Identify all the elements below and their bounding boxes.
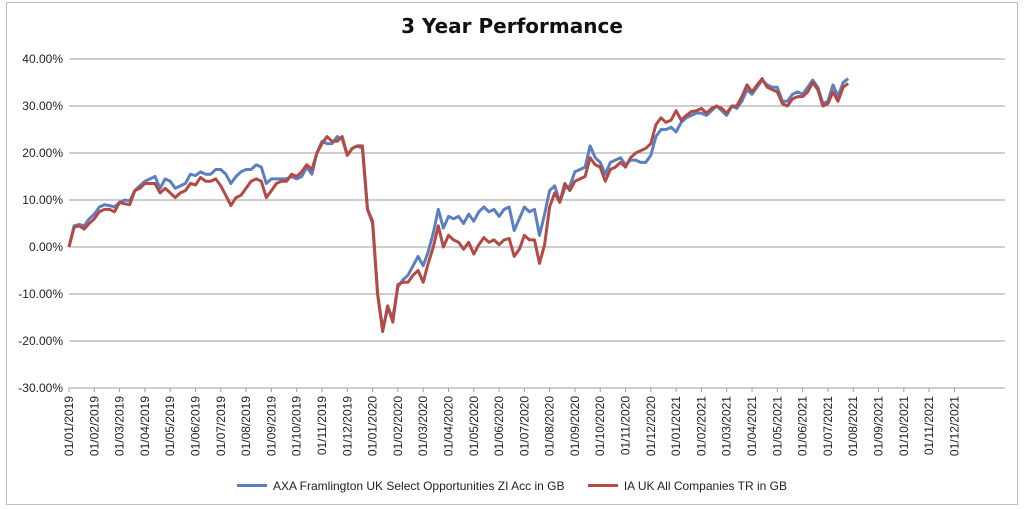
x-tick-label: 01/03/2021 (720, 396, 734, 456)
legend-label-axa: AXA Framlington UK Select Opportunities … (273, 478, 565, 493)
y-tick-label: 30.00% (22, 99, 63, 113)
x-tick-label: 01/07/2021 (821, 396, 835, 456)
x-tick-label: 01/08/2020 (543, 396, 557, 456)
y-tick-label: 20.00% (22, 146, 63, 160)
x-tick-label: 01/02/2019 (87, 396, 101, 456)
x-tick-label: 01/12/2021 (947, 396, 961, 456)
y-tick-label: 40.00% (22, 52, 63, 66)
x-axis-ticks: 01/01/2019 01/02/2019 01/03/2019 01/04/2019… (62, 388, 961, 456)
x-tick-label: 01/10/2020 (593, 396, 607, 456)
y-axis-ticks: 40.00% 30.00% 20.00% 10.00% 0.00% -10.00% -20.… (18, 52, 63, 395)
legend-swatch-axa (237, 484, 267, 487)
y-tick-label: 10.00% (22, 193, 63, 207)
x-tick-label: 01/04/2019 (138, 396, 152, 456)
series-line-axa (67, 77, 850, 331)
x-tick-label: 01/03/2019 (113, 396, 127, 456)
x-tick-label: 01/08/2021 (846, 396, 860, 456)
x-tick-label: 01/12/2020 (644, 396, 658, 456)
x-tick-label: 01/08/2019 (239, 396, 253, 456)
x-tick-label: 01/01/2021 (669, 396, 683, 456)
legend: AXA Framlington UK Select Opportunities … (0, 476, 1024, 493)
y-tick-label: -10.00% (18, 287, 63, 301)
x-tick-label: 01/11/2019 (315, 396, 329, 455)
legend-item-axa: AXA Framlington UK Select Opportunities … (237, 479, 564, 493)
series-line-ia (67, 77, 850, 334)
series-lines (67, 77, 850, 334)
x-tick-label: 01/11/2021 (922, 396, 936, 455)
x-tick-label: 01/05/2020 (467, 396, 481, 456)
x-tick-label: 01/01/2019 (62, 396, 76, 456)
x-tick-label: 01/07/2019 (214, 396, 228, 456)
x-tick-label: 01/02/2020 (391, 396, 405, 456)
x-tick-label: 01/05/2021 (770, 396, 784, 456)
x-tick-label: 01/06/2021 (796, 396, 810, 456)
y-tick-label: 0.00% (29, 240, 63, 254)
x-tick-label: 01/06/2019 (188, 396, 202, 456)
x-tick-label: 01/11/2020 (619, 396, 633, 455)
legend-swatch-ia (587, 484, 618, 487)
gridlines (69, 58, 1005, 389)
x-tick-label: 01/09/2020 (568, 396, 582, 456)
y-tick-label: -20.00% (18, 334, 63, 348)
x-tick-label: 01/10/2021 (897, 396, 911, 456)
x-tick-label: 01/02/2021 (694, 396, 708, 456)
chart-title: 3 Year Performance (401, 14, 623, 38)
x-tick-label: 01/12/2019 (340, 396, 354, 456)
x-tick-label: 01/10/2019 (290, 396, 304, 456)
legend-label-ia: IA UK All Companies TR in GB (623, 478, 787, 493)
x-tick-label: 01/05/2019 (163, 396, 177, 456)
x-tick-label: 01/06/2020 (492, 396, 506, 456)
x-tick-label: 01/03/2020 (416, 396, 430, 456)
x-tick-label: 01/04/2020 (441, 396, 455, 456)
x-tick-label: 01/07/2020 (517, 396, 531, 456)
x-tick-label: 01/04/2021 (745, 396, 759, 456)
x-tick-label: 01/09/2021 (872, 396, 886, 456)
y-tick-label: -30.00% (18, 381, 63, 395)
x-tick-label: 01/01/2020 (366, 396, 380, 456)
x-tick-label: 01/09/2019 (264, 396, 278, 456)
legend-item-ia: IA UK All Companies TR in GB (587, 478, 787, 493)
